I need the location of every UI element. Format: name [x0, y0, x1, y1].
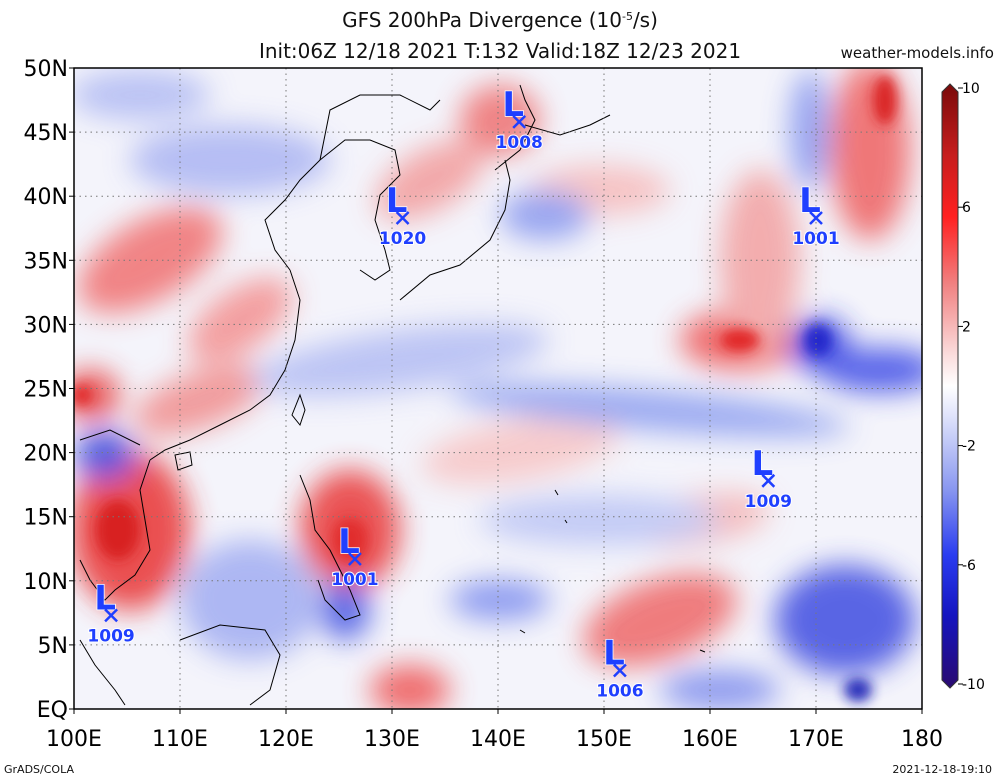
colorbar-tick-label: -2 — [962, 439, 976, 455]
x-tick-label: 140E — [470, 727, 526, 752]
low-pressure-value: 1001 — [331, 570, 378, 590]
low-symbol: L — [94, 578, 116, 618]
low-pressure-value: 1009 — [745, 492, 792, 512]
low-pressure-marker: L 1008 — [495, 84, 544, 154]
y-tick-label: 30N — [24, 313, 68, 338]
low-markers: L 1008 L 1020 L 1001 L 1009 L 1001 L 1009 L 1006 — [86, 84, 840, 703]
colorbar-scale — [941, 83, 959, 689]
y-tick-label: 35N — [24, 249, 68, 274]
grid-lines — [74, 68, 922, 709]
chart-title: GFS 200hPa Divergence (10-5/s) — [342, 8, 658, 32]
low-pressure-value: 1001 — [792, 229, 839, 249]
y-tick-label: 25N — [24, 378, 68, 403]
x-tick-label: 180 — [901, 727, 943, 752]
y-tick-label: 10N — [24, 570, 68, 595]
low-center-x — [104, 608, 118, 623]
low-symbol: L — [799, 181, 821, 221]
low-pressure-marker: L 1009 — [744, 443, 793, 513]
y-tick-label: 5N — [38, 634, 68, 659]
low-pressure-marker: L 1001 — [330, 521, 379, 591]
low-center-x — [613, 663, 627, 678]
x-tick-label: 110E — [152, 727, 208, 752]
y-tick-label: 40N — [24, 185, 68, 210]
low-pressure-value: 1006 — [596, 682, 643, 702]
x-tick-label: 150E — [576, 727, 632, 752]
footer-left: GrADS/COLA — [4, 763, 74, 776]
x-tick-label: 170E — [788, 727, 844, 752]
y-tick-label: 45N — [24, 121, 68, 146]
website-label: weather-models.info — [840, 44, 994, 62]
coastlines — [79, 84, 706, 706]
low-symbol: L — [386, 181, 408, 221]
low-symbol: L — [603, 634, 625, 674]
low-pressure-value: 1008 — [496, 133, 543, 153]
x-tick-label: 160E — [682, 727, 738, 752]
footer-right: 2021-12-18-19:10 — [892, 763, 992, 776]
low-pressure-marker: L 1001 — [791, 180, 840, 250]
colorbar-tick-label: -6 — [962, 558, 976, 574]
chart-subtitle: Init:06Z 12/18 2021 T:132 Valid:18Z 12/2… — [258, 39, 742, 63]
divergence-field — [74, 68, 922, 709]
colorbar: 10 6 2 -2 -6 -10 — [941, 81, 985, 693]
y-tick-label: 15N — [24, 506, 68, 531]
low-pressure-marker: L 1006 — [595, 633, 644, 703]
low-symbol: L — [338, 522, 360, 562]
y-tick-label: 20N — [24, 442, 68, 467]
low-center-x — [809, 211, 823, 225]
y-tick-label: 50N — [24, 57, 68, 82]
x-tick-label: 100E — [46, 727, 102, 752]
low-center-x — [348, 552, 362, 566]
colorbar-tick-label: 10 — [962, 81, 980, 97]
low-symbol: L — [502, 85, 524, 125]
low-center-x — [395, 211, 410, 225]
y-tick-label: EQ — [37, 698, 68, 723]
axis-labels: 100E 110E 120E 130E 140E 150E 160E 170E 180 EQ 5N 1… — [24, 57, 943, 752]
colorbar-tick-label: -10 — [962, 677, 985, 693]
colorbar-tick-label: 6 — [962, 200, 971, 216]
x-tick-label: 120E — [258, 727, 314, 752]
colorbar-tick-label: 2 — [962, 319, 971, 335]
low-pressure-value: 1009 — [87, 626, 134, 646]
low-symbol: L — [751, 444, 773, 484]
low-pressure-value: 1020 — [379, 229, 426, 249]
low-center-x — [761, 473, 776, 488]
low-pressure-marker: L 1020 — [378, 180, 427, 250]
x-tick-label: 130E — [364, 727, 420, 752]
low-center-x — [512, 114, 527, 129]
low-pressure-marker: L 1009 — [86, 578, 135, 648]
